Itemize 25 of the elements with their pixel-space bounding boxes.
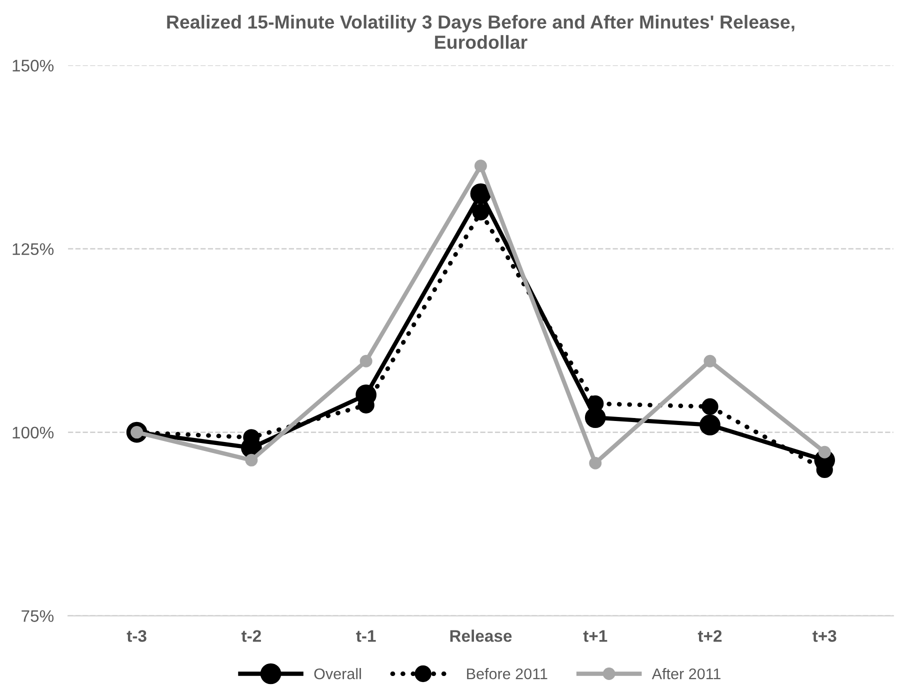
x-tick-label: t-3 — [126, 630, 146, 642]
y-tick-label: 75% — [22, 610, 54, 622]
chart-title: Realized 15-Minute Volatility 3 Days Before and After Minutes' Release, Eurodollar — [167, 14, 794, 49]
y-tick-label: 150% — [12, 60, 54, 72]
point — [472, 204, 490, 220]
legend-label: Overall — [314, 668, 361, 680]
point — [818, 446, 831, 458]
point — [702, 398, 718, 415]
legend-label: After 2011 — [652, 668, 720, 680]
legend-label: Before 2011 — [467, 668, 548, 680]
point — [704, 354, 716, 368]
point — [470, 183, 492, 204]
x-tick-label: t+1 — [583, 630, 608, 642]
y-tick-label: 125% — [12, 243, 54, 256]
point — [474, 160, 487, 172]
point — [360, 354, 372, 368]
point — [700, 414, 720, 436]
x-tick-label: t+2 — [698, 630, 722, 642]
x-tick-label: t-1 — [356, 630, 376, 642]
point — [245, 454, 258, 466]
x-tick-label: t-2 — [241, 630, 261, 642]
y-tick-label: 100% — [12, 426, 54, 438]
x-tick-label: t+3 — [812, 630, 836, 642]
point — [589, 456, 602, 470]
x-tick-label: Release — [450, 630, 512, 642]
